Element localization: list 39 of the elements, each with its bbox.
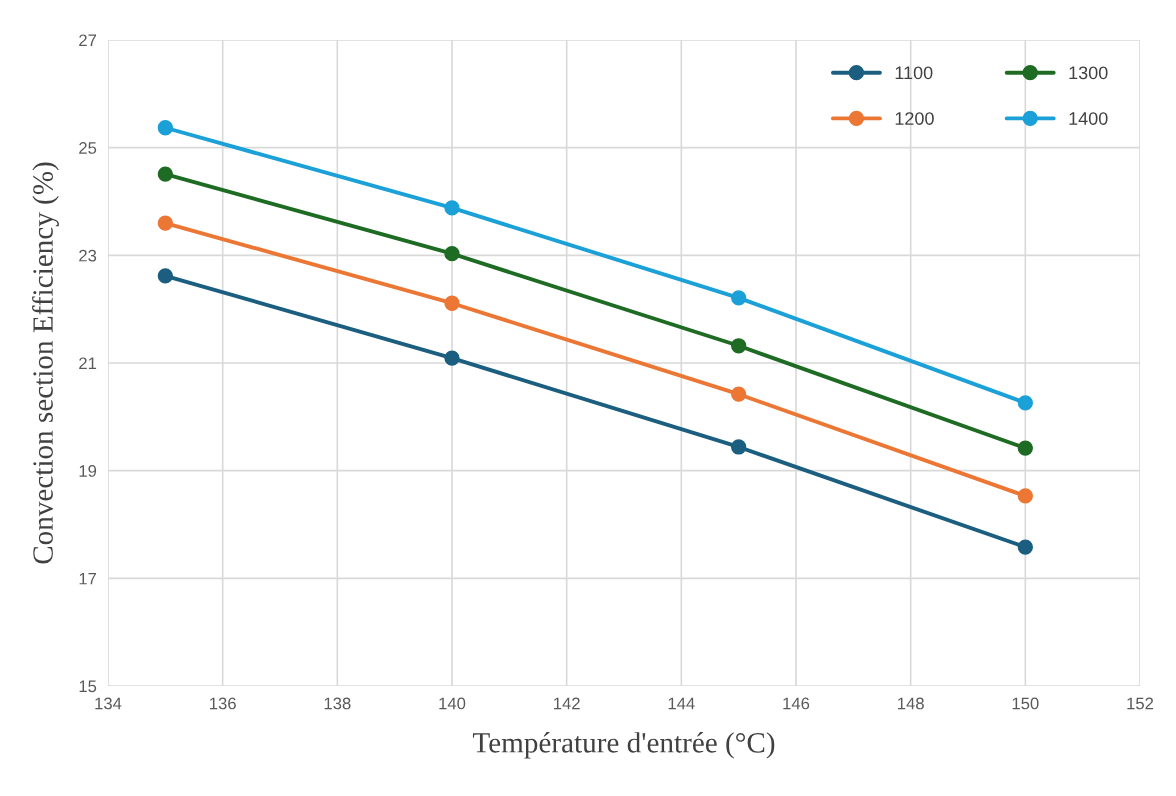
y-tick-label: 27 (79, 34, 97, 47)
x-tick-label: 136 (210, 697, 236, 710)
point (157, 166, 173, 182)
x-tick-label: 134 (95, 697, 122, 710)
point (731, 439, 747, 455)
y-tick-label: 21 (79, 357, 97, 370)
point (157, 215, 173, 231)
legend-label: 1400 (1069, 112, 1108, 125)
point (1017, 539, 1033, 555)
point (444, 246, 460, 262)
point (157, 120, 173, 136)
x-tick-label: 142 (554, 697, 580, 710)
x-tick-label: 150 (1012, 697, 1039, 710)
y-tick-label: 15 (79, 680, 97, 693)
x-tick-label: 148 (898, 697, 924, 710)
x-tick-label: 140 (439, 697, 466, 710)
x-tick-label: 146 (783, 697, 810, 710)
legend-label: 1300 (1069, 66, 1108, 80)
x-tick-label: 144 (668, 697, 695, 710)
point (157, 268, 173, 284)
x-tick-label: 152 (1127, 697, 1154, 710)
y-tick-label: 25 (79, 142, 97, 154)
point (1017, 440, 1033, 456)
x-axis-title: Température d'entrée (°C) (472, 732, 775, 759)
y-tick-label: 17 (79, 572, 97, 585)
y-tick-label: 19 (79, 465, 97, 477)
y-tick-label: 23 (79, 249, 97, 262)
point (444, 350, 460, 366)
legend-label: 1100 (895, 66, 933, 80)
point (1017, 395, 1033, 411)
x-tick-label: 138 (324, 697, 351, 710)
legend-label: 1200 (895, 112, 934, 125)
point (1017, 488, 1033, 504)
point (731, 290, 747, 306)
point (444, 200, 460, 216)
point (444, 295, 460, 311)
point (731, 386, 747, 402)
point (731, 338, 747, 354)
y-axis-title: Convection section Efficiency (%) (32, 162, 59, 564)
